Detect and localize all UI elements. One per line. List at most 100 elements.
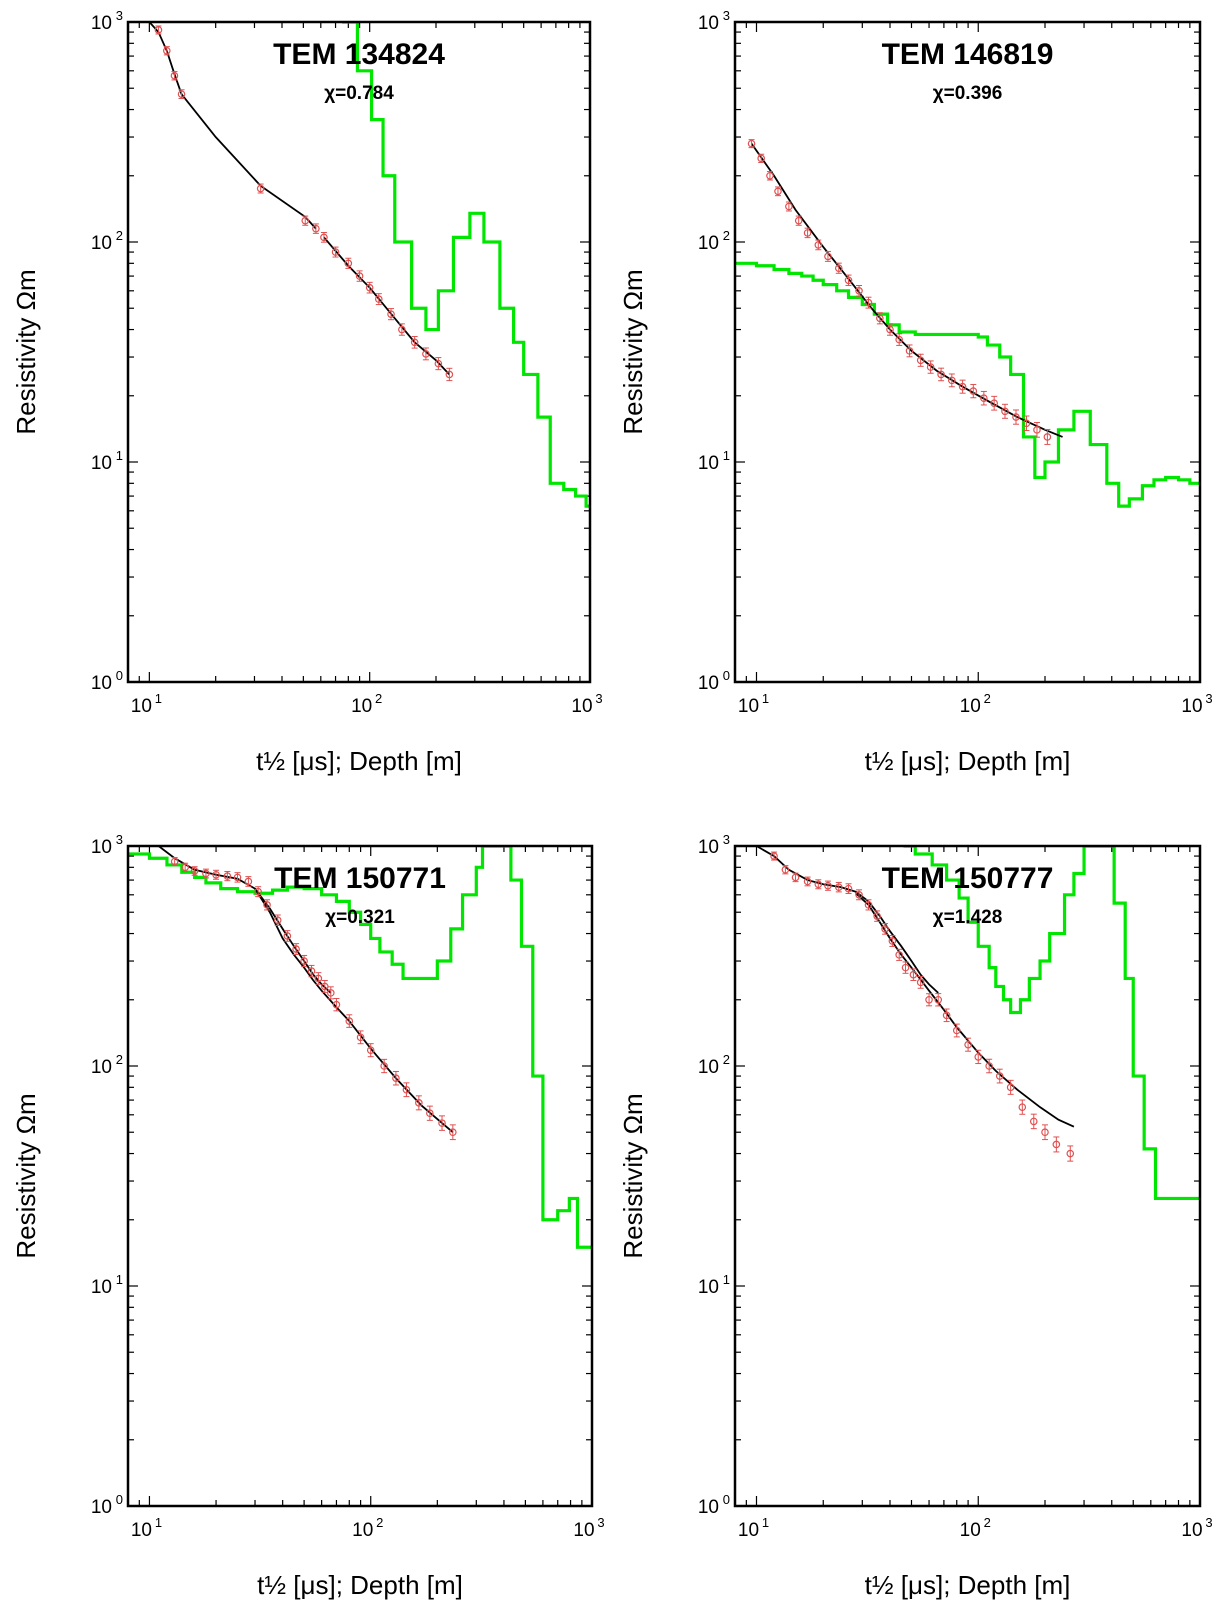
chart-panel-2: 10 1 10 2 10 310 010 110 210 3t½ [μs]; Depth [m]R… xyxy=(618,8,1213,776)
data-point-marker xyxy=(781,865,790,874)
data-point-marker xyxy=(791,873,800,882)
data-point xyxy=(402,1082,411,1098)
y-tick-label: 10 xyxy=(91,1057,112,1078)
chart-panel-1: 10 1 10 2 10 310 010 110 210 3t½ [μs]; Depth [m]R… xyxy=(11,8,603,776)
fit-curve xyxy=(323,236,451,376)
data-point xyxy=(964,1037,972,1052)
data-point xyxy=(916,975,925,989)
data-point xyxy=(233,872,242,883)
data-point-marker xyxy=(387,310,395,318)
y-tick-label-exponent: 1 xyxy=(723,1272,730,1287)
x-tick-label: 10 xyxy=(131,696,152,717)
x-tick-label-exponent: 1 xyxy=(155,691,162,706)
y-tick-label-exponent: 1 xyxy=(723,448,730,463)
data-point xyxy=(254,886,262,898)
data-point-marker xyxy=(803,877,812,886)
axis-ticks xyxy=(734,21,1201,683)
x-tick-label: 10 xyxy=(1181,1520,1202,1541)
x-axis-label: t½ [μs]; Depth [m] xyxy=(256,746,462,776)
axis-ticks xyxy=(734,845,1201,1507)
y-axis-label: Resistivity Ωm xyxy=(618,269,648,434)
data-point xyxy=(824,250,832,262)
x-axis-label: t½ [μs]; Depth [m] xyxy=(257,1570,463,1600)
data-point xyxy=(1029,1113,1038,1130)
chart-title: TEM 150771 xyxy=(274,862,446,895)
data-point xyxy=(356,1030,365,1045)
data-point xyxy=(766,171,774,181)
data-point-marker xyxy=(398,325,406,334)
y-tick-label-exponent: 3 xyxy=(723,8,730,23)
data-point-marker xyxy=(990,399,998,408)
data-point xyxy=(1043,428,1052,445)
x-tick-label-exponent: 2 xyxy=(984,691,991,706)
data-point-marker xyxy=(233,873,242,882)
data-point-marker xyxy=(402,1085,411,1094)
data-point xyxy=(886,323,894,336)
data-point-marker xyxy=(864,298,873,307)
data-point xyxy=(366,1043,375,1058)
chi-label: χ=1.428 xyxy=(933,907,1003,928)
data-point-marker xyxy=(422,350,430,358)
data-point-marker xyxy=(355,272,364,280)
data-point-marker xyxy=(1066,1149,1075,1158)
data-point xyxy=(876,312,884,325)
data-point-marker xyxy=(181,863,189,872)
data-point xyxy=(320,231,328,243)
data-point xyxy=(888,935,897,947)
data-point xyxy=(320,979,329,993)
data-point-marker xyxy=(301,216,310,225)
data-point-marker xyxy=(888,937,897,945)
data-point xyxy=(301,215,310,226)
data-point-marker xyxy=(942,1011,951,1020)
y-tick-label-exponent: 2 xyxy=(116,1052,123,1067)
data-point xyxy=(223,870,232,882)
data-point xyxy=(445,367,454,382)
data-point-marker xyxy=(895,335,903,344)
x-tick-label-exponent: 3 xyxy=(1205,691,1212,706)
plot-area xyxy=(735,139,1200,508)
data-point xyxy=(422,347,430,361)
data-point-marker xyxy=(844,884,853,893)
x-axis-label: t½ [μs]; Depth [m] xyxy=(865,1570,1071,1600)
data-point xyxy=(292,943,300,956)
data-point xyxy=(995,1068,1004,1084)
y-tick-label: 10 xyxy=(91,673,112,694)
data-point-marker xyxy=(434,359,443,368)
data-point xyxy=(170,857,179,867)
data-point-marker xyxy=(824,252,832,261)
data-point xyxy=(244,876,253,887)
data-point xyxy=(952,1023,961,1038)
data-point xyxy=(855,284,863,297)
plot-frame xyxy=(126,20,592,684)
chart-panel-4: 10 1 10 2 10 310 010 110 210 3t½ [μs]; Depth [m]R… xyxy=(618,832,1213,1600)
data-point-marker xyxy=(345,1017,354,1025)
data-point xyxy=(814,879,823,890)
x-tick-label: 10 xyxy=(960,1520,981,1541)
data-point xyxy=(803,227,812,239)
data-point-marker xyxy=(445,370,454,379)
data-point xyxy=(398,323,406,336)
data-point xyxy=(1012,409,1020,425)
fit-curve xyxy=(855,892,1075,1128)
y-tick-label: 10 xyxy=(91,233,112,254)
y-tick-label: 10 xyxy=(91,837,112,858)
data-point xyxy=(202,868,210,879)
data-point xyxy=(449,1124,457,1141)
model-step-line xyxy=(128,846,592,1249)
data-point xyxy=(326,986,335,1000)
data-point xyxy=(314,972,323,985)
data-point xyxy=(774,186,782,197)
y-tick-label: 10 xyxy=(91,13,112,34)
x-tick-label: 10 xyxy=(1181,696,1202,717)
data-point-marker xyxy=(170,857,179,866)
data-point-marker xyxy=(331,248,340,256)
x-tick-label-exponent: 2 xyxy=(984,1515,991,1530)
data-point xyxy=(415,1095,423,1111)
plot-frame xyxy=(733,844,1202,1508)
data-point-marker xyxy=(162,46,171,55)
data-point-marker xyxy=(332,1000,341,1009)
data-point xyxy=(916,353,925,367)
data-point xyxy=(1006,1079,1015,1095)
data-point xyxy=(855,889,863,901)
data-point-marker xyxy=(948,376,956,385)
